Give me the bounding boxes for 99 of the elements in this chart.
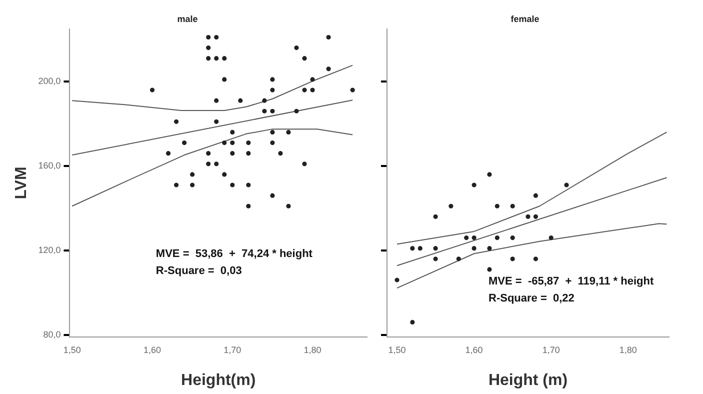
point [394,278,400,282]
point [410,320,415,325]
x-axis-title: Height(m) [181,372,256,389]
point [487,267,492,272]
point [222,172,227,177]
point [214,98,219,103]
x-tick-label: 1,70 [542,344,560,355]
point [206,151,211,156]
point [564,182,569,188]
point [182,140,187,146]
point [214,56,219,61]
point [222,56,227,61]
point [418,246,422,251]
point [326,34,331,40]
point [270,88,275,92]
point [456,256,461,262]
point [174,119,179,124]
point [190,172,195,177]
point [270,108,275,114]
point [214,34,219,40]
chart-title: male [177,14,198,24]
point [548,235,554,240]
point [206,162,211,166]
point [262,98,267,103]
y-tick-label: 160,0 [38,160,61,170]
y-axis-title: LVM [13,166,30,200]
x-tick-label: 1,60 [143,344,162,355]
point [230,140,235,146]
x-tick-label: 1,70 [224,344,242,355]
point [433,214,438,219]
point [150,88,155,92]
point [246,182,251,188]
point [222,140,227,146]
point [533,214,538,219]
point [448,204,454,208]
x-tick-label: 1,60 [465,344,483,355]
x-tick-label: 1,50 [388,344,406,355]
point [310,77,315,82]
y-tick-label: 80,0 [43,329,61,340]
point [302,56,307,61]
point [533,193,538,198]
point [433,246,438,251]
annotation: MVE = -65,87 + 119,11 * height [488,276,654,288]
point [230,151,235,156]
x-axis-title: Height (m) [488,372,568,389]
chart-title: female [510,14,540,24]
point [302,162,307,166]
point [174,182,179,188]
point [230,130,235,135]
point [230,182,235,188]
point [166,151,171,156]
y-tick-label: 200,0 [38,76,61,86]
point [262,108,267,114]
point [472,182,476,188]
point [533,256,538,262]
point [246,140,251,146]
point [206,34,211,40]
point [270,130,275,135]
annotation: R-Square = 0,03 [156,264,242,277]
point [294,108,299,114]
point [214,162,219,166]
point [510,235,515,240]
point [410,246,415,251]
point [294,46,299,50]
point [472,235,476,240]
point [222,77,227,82]
point [270,193,275,198]
point [310,88,315,92]
point [510,256,515,262]
annotation: MVE = 53,86 + 74,24 * height [156,248,313,260]
point [278,151,283,156]
point [214,119,219,124]
point [487,172,492,177]
point [464,235,469,240]
x-tick-label: 1,50 [63,344,81,355]
point [270,77,275,82]
point [350,88,355,92]
point [526,214,530,219]
point [487,246,492,251]
annotation: R-Square = 0,22 [488,292,574,305]
point [433,256,438,262]
point [286,130,291,135]
point [494,235,500,240]
point [326,66,331,72]
y-tick-label: 120,0 [38,244,61,255]
point [270,140,275,146]
point [510,204,515,208]
point [206,56,211,61]
point [246,204,251,208]
x-tick-label: 1,80 [304,344,322,355]
point [302,88,307,92]
point [286,204,291,208]
point [238,98,243,103]
point [190,182,195,188]
point [494,204,500,208]
point [206,46,211,50]
point [472,246,476,251]
point [246,151,251,156]
x-tick-label: 1,80 [619,344,637,355]
